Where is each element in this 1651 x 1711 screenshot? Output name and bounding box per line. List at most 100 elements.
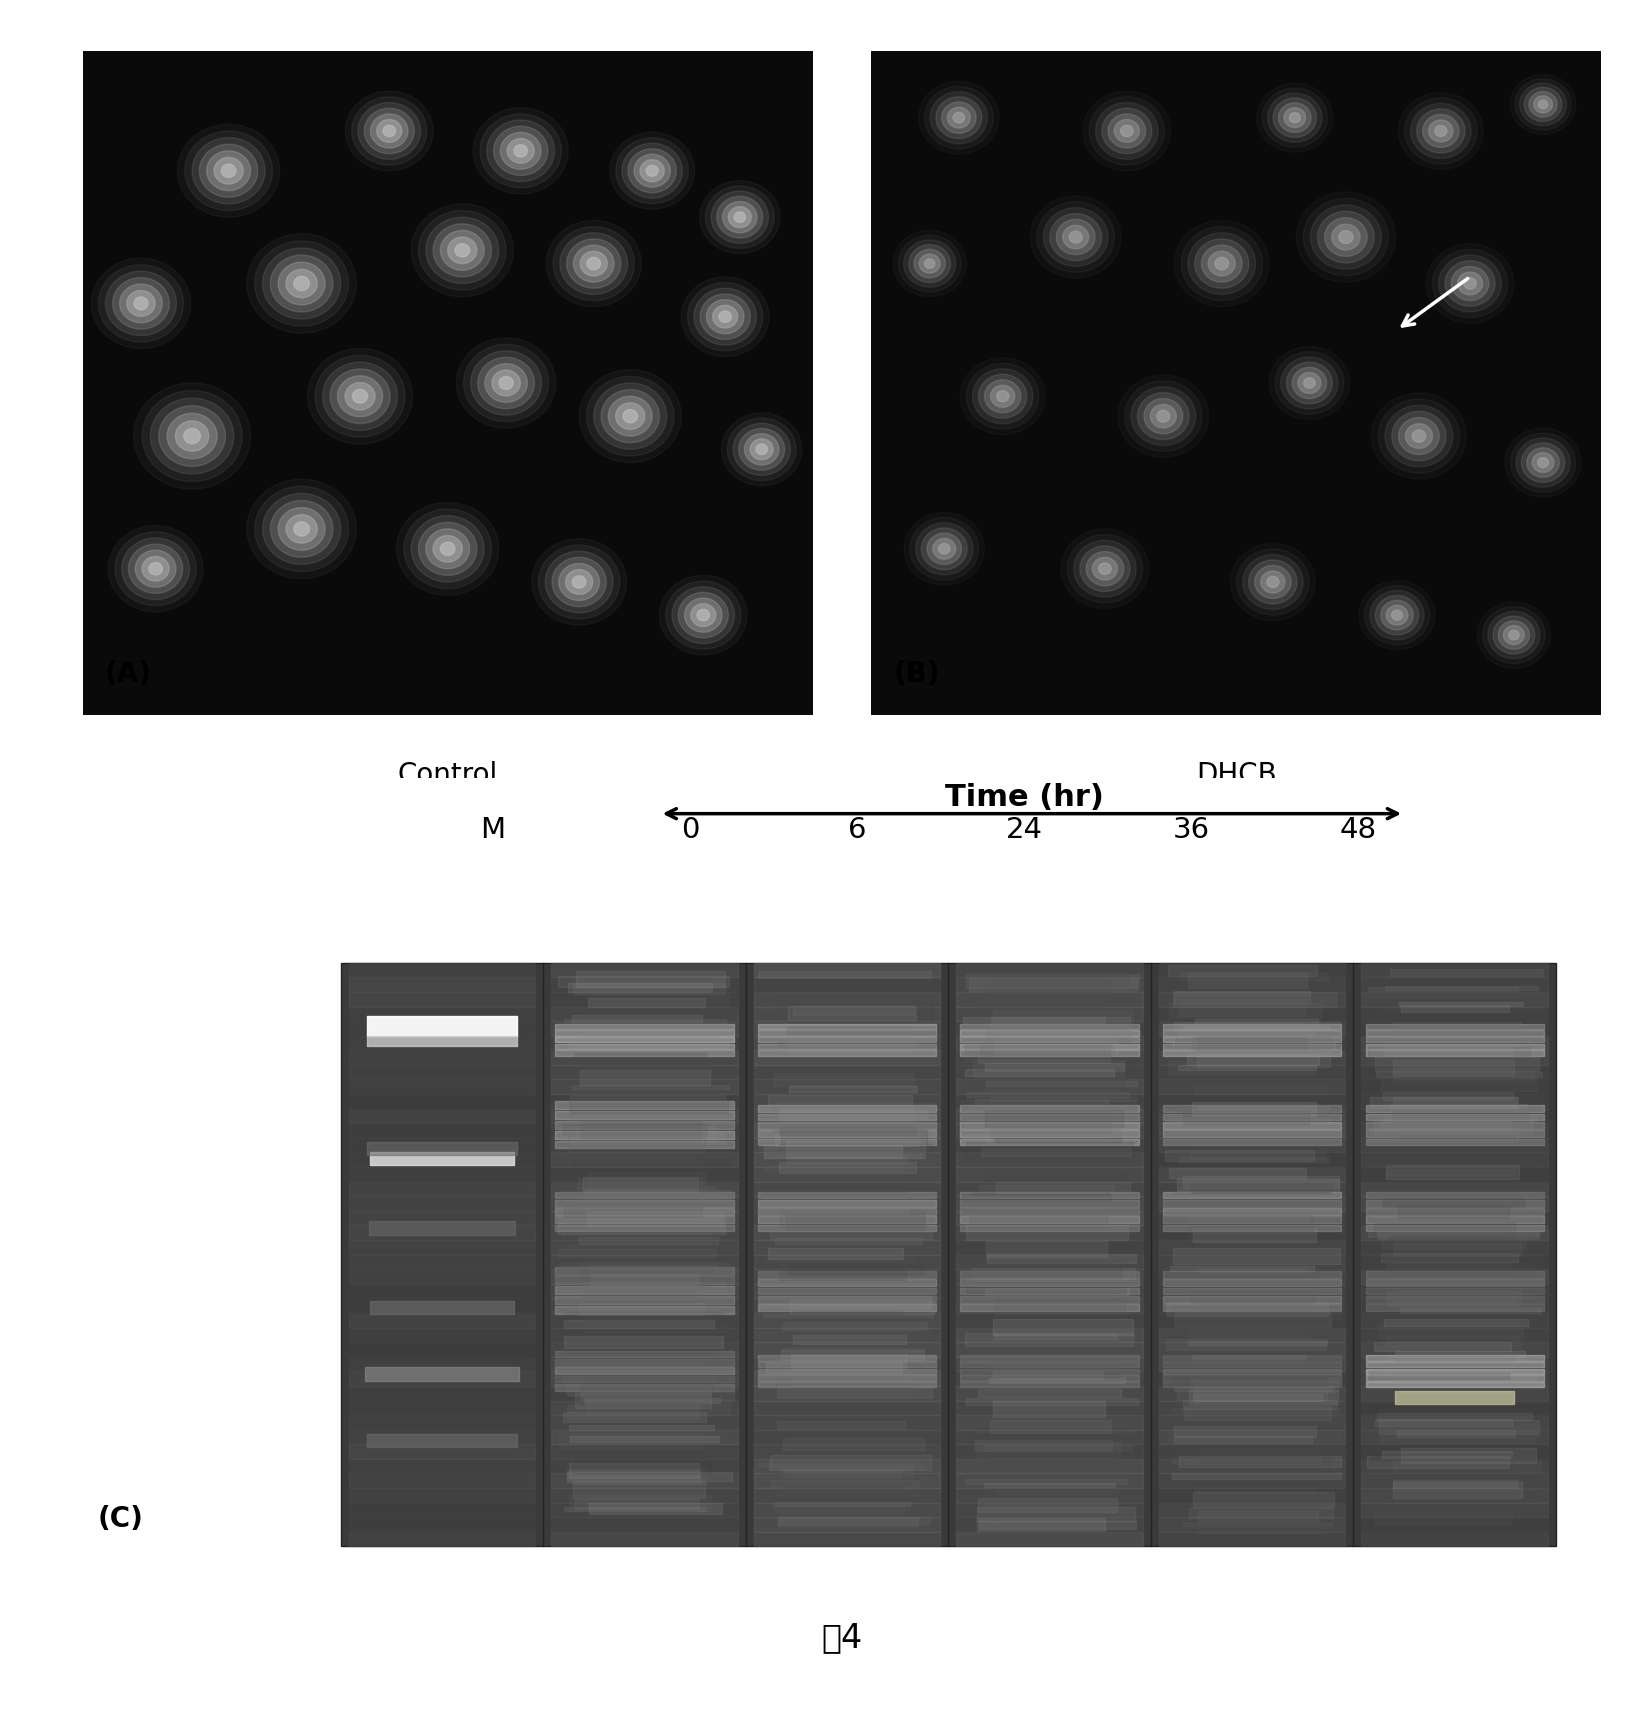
Polygon shape bbox=[920, 255, 939, 274]
Polygon shape bbox=[1230, 544, 1316, 621]
Polygon shape bbox=[1296, 192, 1395, 282]
Polygon shape bbox=[1256, 84, 1332, 152]
Polygon shape bbox=[1255, 565, 1291, 599]
Polygon shape bbox=[634, 154, 670, 186]
Polygon shape bbox=[928, 534, 961, 565]
Polygon shape bbox=[1062, 529, 1149, 609]
Polygon shape bbox=[1405, 424, 1433, 448]
Polygon shape bbox=[352, 98, 428, 164]
Polygon shape bbox=[134, 383, 251, 489]
Polygon shape bbox=[1537, 457, 1549, 467]
Polygon shape bbox=[580, 252, 608, 275]
Polygon shape bbox=[447, 238, 477, 263]
Polygon shape bbox=[745, 433, 779, 465]
Polygon shape bbox=[560, 233, 627, 294]
Polygon shape bbox=[474, 108, 568, 193]
Polygon shape bbox=[1435, 125, 1446, 137]
Polygon shape bbox=[254, 486, 348, 571]
Polygon shape bbox=[221, 164, 236, 178]
Polygon shape bbox=[1379, 399, 1459, 472]
Polygon shape bbox=[1174, 221, 1270, 306]
Polygon shape bbox=[627, 149, 677, 193]
Polygon shape bbox=[1426, 243, 1514, 323]
Polygon shape bbox=[1187, 233, 1256, 294]
Polygon shape bbox=[1405, 98, 1478, 164]
Polygon shape bbox=[1412, 429, 1426, 441]
FancyBboxPatch shape bbox=[340, 963, 1555, 1547]
Polygon shape bbox=[1090, 98, 1164, 164]
Polygon shape bbox=[330, 370, 390, 424]
Polygon shape bbox=[921, 529, 967, 570]
Polygon shape bbox=[1270, 347, 1349, 419]
Polygon shape bbox=[538, 546, 619, 619]
Polygon shape bbox=[910, 517, 979, 580]
Polygon shape bbox=[106, 270, 177, 335]
Polygon shape bbox=[601, 390, 659, 443]
Polygon shape bbox=[286, 269, 317, 298]
Polygon shape bbox=[192, 137, 266, 204]
Polygon shape bbox=[404, 508, 492, 589]
Polygon shape bbox=[365, 108, 414, 154]
Polygon shape bbox=[1086, 551, 1124, 585]
Polygon shape bbox=[322, 363, 398, 431]
Polygon shape bbox=[1151, 404, 1176, 428]
Polygon shape bbox=[930, 92, 987, 144]
Polygon shape bbox=[1157, 411, 1171, 423]
Polygon shape bbox=[206, 151, 251, 190]
Polygon shape bbox=[263, 493, 340, 565]
Polygon shape bbox=[1304, 378, 1316, 388]
Polygon shape bbox=[573, 245, 614, 282]
Polygon shape bbox=[1266, 577, 1280, 587]
Polygon shape bbox=[441, 542, 456, 556]
Polygon shape bbox=[1124, 382, 1202, 452]
Polygon shape bbox=[277, 508, 325, 551]
Polygon shape bbox=[738, 428, 784, 471]
Polygon shape bbox=[707, 299, 745, 334]
Polygon shape bbox=[345, 383, 375, 411]
Polygon shape bbox=[1317, 210, 1374, 263]
Polygon shape bbox=[665, 582, 741, 648]
Polygon shape bbox=[551, 558, 606, 607]
Polygon shape bbox=[1050, 214, 1101, 260]
Polygon shape bbox=[1488, 611, 1540, 659]
Polygon shape bbox=[1380, 601, 1413, 630]
Polygon shape bbox=[723, 202, 758, 233]
Polygon shape bbox=[158, 406, 226, 467]
Polygon shape bbox=[925, 258, 934, 269]
Polygon shape bbox=[546, 221, 641, 306]
Polygon shape bbox=[456, 243, 469, 257]
Polygon shape bbox=[121, 284, 162, 323]
Polygon shape bbox=[129, 544, 183, 594]
Polygon shape bbox=[1359, 580, 1435, 650]
Polygon shape bbox=[961, 358, 1045, 435]
Polygon shape bbox=[494, 127, 548, 176]
Polygon shape bbox=[167, 414, 218, 459]
Polygon shape bbox=[700, 181, 779, 253]
Polygon shape bbox=[1527, 448, 1559, 477]
Polygon shape bbox=[248, 234, 357, 334]
Polygon shape bbox=[135, 551, 177, 587]
Polygon shape bbox=[142, 390, 243, 481]
Text: 48: 48 bbox=[1341, 816, 1377, 845]
Polygon shape bbox=[1339, 231, 1352, 243]
Polygon shape bbox=[116, 532, 196, 606]
Polygon shape bbox=[1180, 226, 1263, 301]
Polygon shape bbox=[1332, 224, 1360, 250]
Polygon shape bbox=[1070, 231, 1081, 243]
Polygon shape bbox=[1506, 428, 1582, 498]
Polygon shape bbox=[1202, 245, 1242, 282]
Polygon shape bbox=[1385, 406, 1453, 467]
Polygon shape bbox=[893, 231, 966, 296]
Polygon shape bbox=[622, 409, 637, 423]
Polygon shape bbox=[134, 298, 149, 310]
Text: 0: 0 bbox=[680, 816, 700, 845]
Polygon shape bbox=[1037, 202, 1114, 272]
Polygon shape bbox=[1370, 590, 1425, 640]
Polygon shape bbox=[200, 144, 258, 197]
Polygon shape bbox=[641, 159, 664, 181]
Polygon shape bbox=[991, 385, 1015, 407]
Polygon shape bbox=[979, 375, 1027, 417]
Polygon shape bbox=[99, 265, 183, 342]
Polygon shape bbox=[175, 421, 208, 452]
Polygon shape bbox=[1298, 373, 1321, 394]
